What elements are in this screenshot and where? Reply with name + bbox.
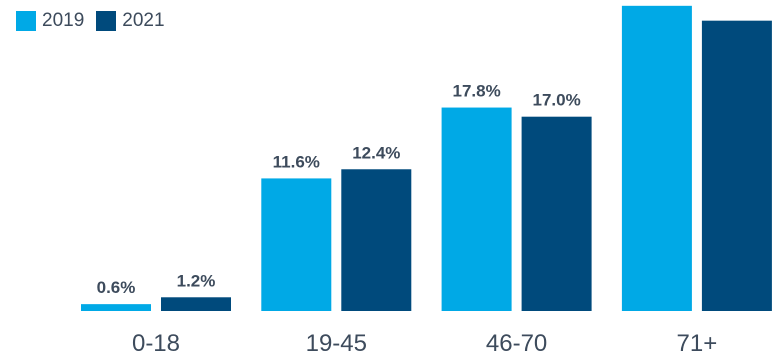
bar-2019-71+ [621,5,692,311]
legend-swatch-2019 [16,11,36,31]
legend-label-2021: 2021 [122,10,165,31]
x-tick-label-19-45: 19-45 [306,330,367,357]
x-tick-label-71+: 71+ [677,330,718,357]
bar-2021-46-70 [521,116,592,311]
data-label-2021-46-70: 17.0% [532,91,580,110]
bar-2021-19-45 [341,169,412,311]
bar-2019-0-18 [81,304,151,311]
x-tick-label-46-70: 46-70 [486,330,547,357]
legend-label-2019: 2019 [42,10,85,31]
bar-2019-19-45 [261,178,332,311]
legend-swatch-2021 [96,11,117,31]
data-label-2019-19-45: 11.6% [273,152,320,171]
legend: 2019 2021 [16,10,177,32]
bar-2021-0-18 [161,297,231,311]
bar-2019-46-70 [441,107,512,312]
legend-item-2021: 2021 [96,10,165,32]
legend-item-2019: 2019 [16,10,84,32]
data-label-2021-0-18: 1.2% [177,271,216,290]
data-label-2019-0-18: 0.6% [97,278,136,297]
bar-2021-71+ [701,20,772,311]
data-label-2019-46-70: 17.8% [452,82,500,101]
data-label-2021-19-45: 12.4% [352,143,400,162]
x-tick-label-0-18: 0-18 [132,330,180,357]
